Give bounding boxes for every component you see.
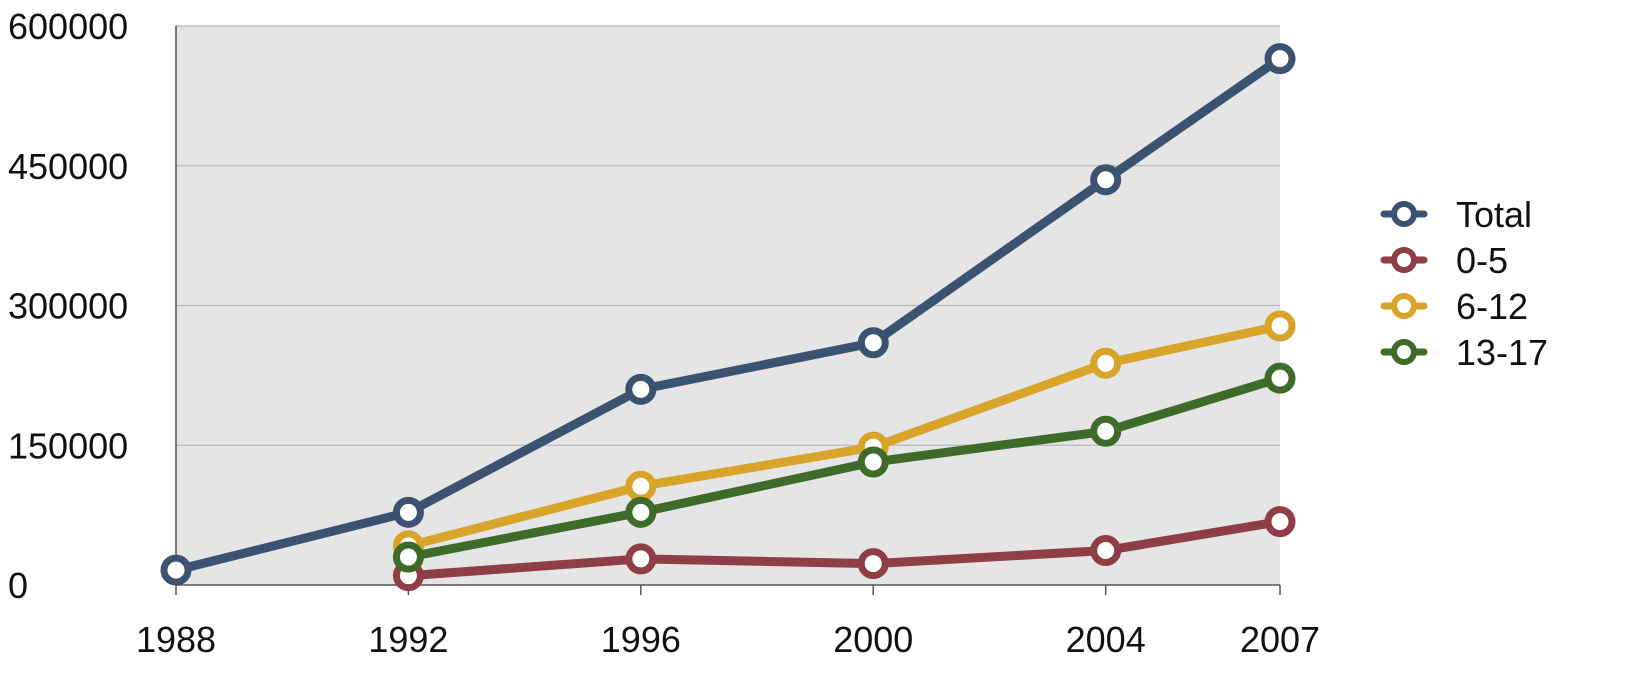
x-axis-tick-labels: 1988 1992 1996 2000 2004 2007	[136, 619, 1320, 660]
legend-label: 13-17	[1456, 332, 1548, 373]
series-0-5	[392, 506, 1296, 592]
data-point	[392, 496, 424, 528]
y-tick-label: 300000	[8, 286, 128, 327]
legend-marker	[1391, 247, 1417, 273]
x-tick-label: 2000	[833, 619, 913, 660]
x-tick-label: 2007	[1240, 619, 1320, 660]
data-point	[1090, 415, 1122, 447]
gridlines	[176, 25, 1280, 446]
data-point	[160, 554, 192, 586]
data-point	[1090, 535, 1122, 567]
series-group	[160, 43, 1296, 592]
legend-marker	[1391, 339, 1417, 365]
data-point	[1264, 43, 1296, 75]
legend-item: Total	[1380, 194, 1532, 235]
legend-item: 0-5	[1380, 240, 1508, 281]
x-tick-label: 2004	[1066, 619, 1146, 660]
legend-marker	[1391, 293, 1417, 319]
legend-item: 13-17	[1380, 332, 1548, 373]
data-point	[625, 373, 657, 405]
legend-label: 0-5	[1456, 240, 1508, 281]
series-line	[171, 54, 1285, 575]
y-tick-label: 150000	[8, 425, 128, 466]
x-tick-label: 1996	[601, 619, 681, 660]
legend-label: 6-12	[1456, 286, 1528, 327]
x-axis-ticks	[175, 585, 1281, 595]
y-tick-label: 450000	[8, 146, 128, 187]
series-Total	[160, 43, 1296, 586]
data-point	[857, 446, 889, 478]
legend-label: Total	[1456, 194, 1532, 235]
data-point	[1264, 310, 1296, 342]
data-point	[1264, 506, 1296, 538]
data-point	[1090, 347, 1122, 379]
data-point	[857, 327, 889, 359]
y-axis-tick-labels: 0 150000 300000 450000 600000	[8, 6, 128, 606]
data-point	[625, 543, 657, 575]
legend: Total 0-5 6-12 13-17	[1380, 194, 1548, 373]
y-tick-label: 0	[8, 565, 28, 606]
x-tick-label: 1992	[368, 619, 448, 660]
data-point	[1090, 164, 1122, 196]
data-point	[392, 541, 424, 573]
data-point	[857, 548, 889, 580]
data-point	[625, 470, 657, 502]
data-point	[625, 496, 657, 528]
series-13-17	[392, 362, 1296, 573]
x-tick-label: 1988	[136, 619, 216, 660]
legend-item: 6-12	[1380, 286, 1528, 327]
data-point	[1264, 362, 1296, 394]
legend-marker	[1391, 201, 1417, 227]
y-tick-label: 600000	[8, 6, 128, 47]
